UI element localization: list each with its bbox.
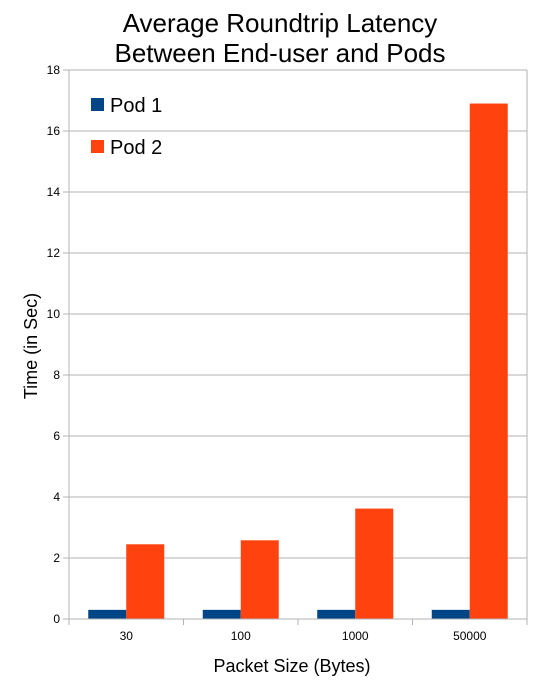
x-tick-labels: 30 100 1000 50000 xyxy=(120,629,487,643)
y-axis-label: Time (in Sec) xyxy=(21,293,41,399)
axes xyxy=(63,69,528,625)
bar-pod-2-100 xyxy=(240,540,279,619)
y-tick-label: 14 xyxy=(47,185,61,199)
legend-label: Pod 2 xyxy=(110,137,162,159)
bar-pod-2-50000 xyxy=(469,103,508,620)
y-tick-label: 6 xyxy=(53,429,60,443)
y-tick-label: 12 xyxy=(47,246,61,260)
chart-title-line-2: Between End-user and Pods xyxy=(115,38,446,68)
legend-swatch xyxy=(91,98,104,111)
bar-pod-2-1000 xyxy=(355,508,394,619)
y-tick-label: 18 xyxy=(47,63,61,77)
y-tick-labels: 0 2 4 6 8 10 12 14 16 18 xyxy=(47,63,61,626)
bar-pod-2-30 xyxy=(126,544,165,619)
x-tick-label: 1000 xyxy=(342,629,369,643)
bars xyxy=(88,103,508,620)
bar-pod-1-30 xyxy=(88,609,127,619)
legend-swatch xyxy=(91,140,104,153)
y-tick-label: 2 xyxy=(53,551,60,565)
y-tick-label: 10 xyxy=(47,307,61,321)
y-tick-label: 4 xyxy=(53,490,60,504)
chart-title-line-1: Average Roundtrip Latency xyxy=(123,8,438,38)
x-tick-label: 30 xyxy=(120,629,134,643)
bar-pod-1-50000 xyxy=(431,609,470,619)
legend: Pod 1 Pod 2 xyxy=(91,95,162,159)
y-tick-label: 8 xyxy=(53,368,60,382)
x-tick-label: 100 xyxy=(231,629,251,643)
bar-pod-1-100 xyxy=(202,609,241,619)
y-tick-label: 0 xyxy=(53,612,60,626)
x-axis-label: Packet Size (Bytes) xyxy=(213,656,370,676)
y-tick-label: 16 xyxy=(47,124,61,138)
legend-label: Pod 1 xyxy=(110,95,162,117)
x-tick-label: 50000 xyxy=(453,629,487,643)
bar-pod-1-1000 xyxy=(317,609,356,619)
